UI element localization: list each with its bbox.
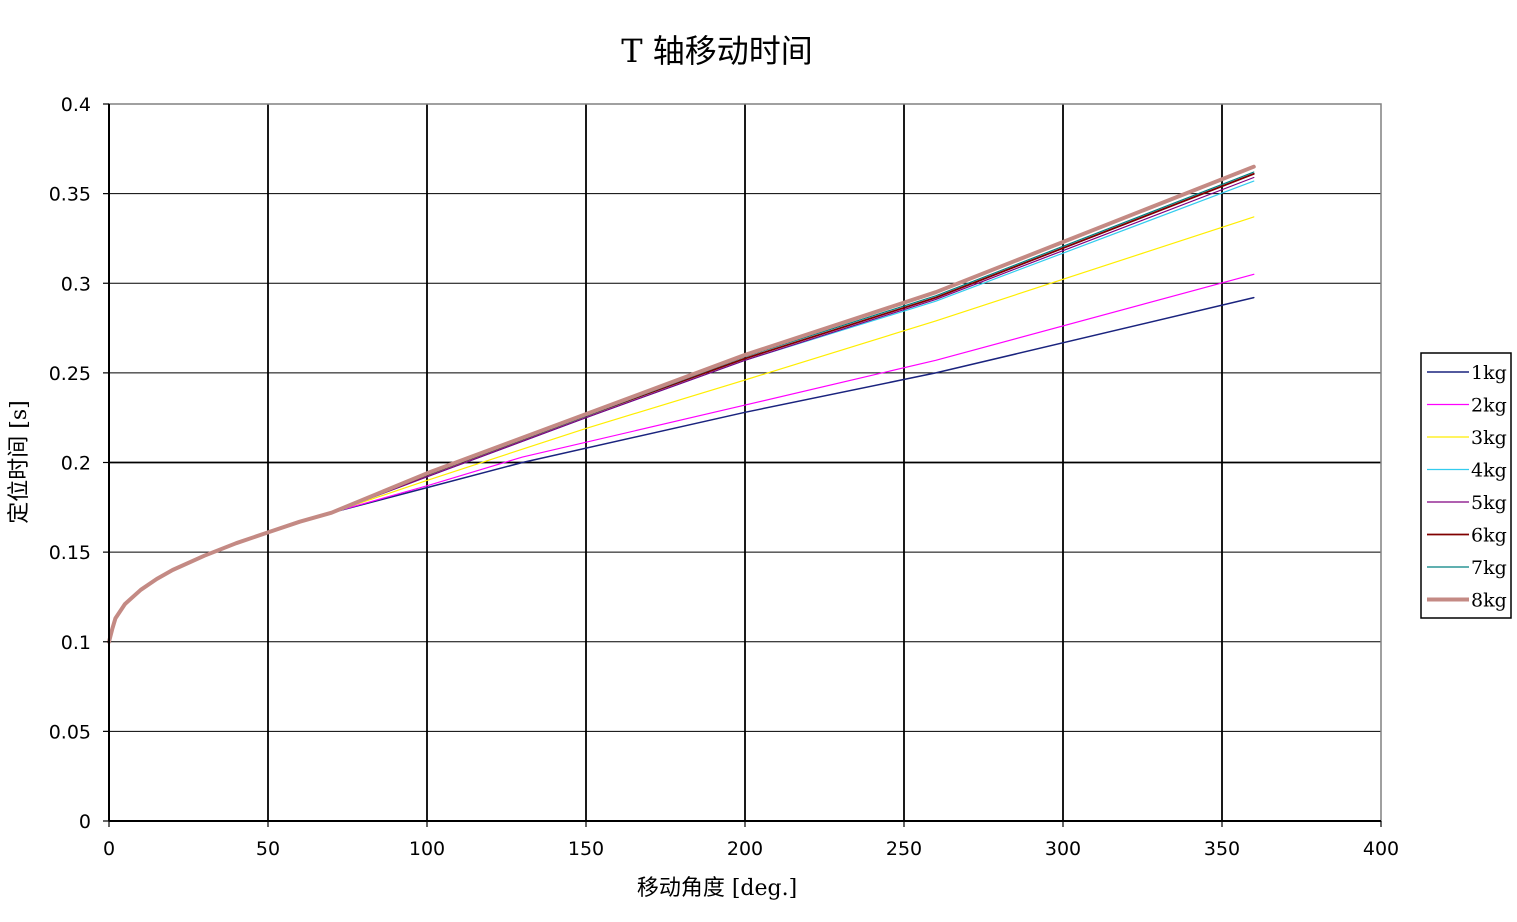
x-tick-label: 0 xyxy=(103,838,115,860)
legend-label-7kg: 7kg xyxy=(1471,557,1507,579)
x-tick-label: 300 xyxy=(1045,838,1081,860)
legend: 1kg 2kg 3kg 4kg 5kg 6kg 7kg 8kg xyxy=(1420,352,1512,619)
series-line-8kg xyxy=(107,164,1256,644)
chart-title: T 轴移动时间 xyxy=(621,32,813,70)
y-tick-label: 0.2 xyxy=(61,453,91,475)
y-tick-label: 0.25 xyxy=(49,363,91,385)
x-tick-label: 150 xyxy=(568,838,604,860)
axes xyxy=(103,103,1382,827)
series-line-2kg xyxy=(108,273,1255,643)
series-line-4kg xyxy=(108,180,1255,643)
tick-labels: 0 50 100 150 200 250 300 350 400 0 0.05 0.1 0.15 0.2 0… xyxy=(49,94,1399,860)
legend-label-1kg: 1kg xyxy=(1471,362,1507,384)
x-tick-label: 200 xyxy=(727,838,763,860)
series-layer xyxy=(107,164,1256,644)
y-tick-label: 0.1 xyxy=(61,632,91,654)
x-tick-label: 250 xyxy=(886,838,922,860)
x-tick-label: 400 xyxy=(1363,838,1399,860)
y-axis-label: 定位时间 [s] xyxy=(7,400,32,523)
x-tick-label: 100 xyxy=(409,838,445,860)
y-tick-label: 0.35 xyxy=(49,184,91,206)
series-line-5kg xyxy=(108,176,1255,643)
legend-label-4kg: 4kg xyxy=(1471,460,1507,482)
y-tick-label: 0.15 xyxy=(49,542,91,564)
y-tick-label: 0.4 xyxy=(61,94,91,116)
series-line-6kg xyxy=(108,172,1255,643)
legend-label-5kg: 5kg xyxy=(1471,492,1507,514)
x-tick-label: 50 xyxy=(256,838,280,860)
series-line-3kg xyxy=(108,216,1255,643)
x-axis-label: 移动角度 [deg.] xyxy=(637,876,797,901)
series-line-7kg xyxy=(108,171,1255,643)
x-tick-label: 350 xyxy=(1204,838,1240,860)
legend-label-6kg: 6kg xyxy=(1471,525,1507,547)
legend-label-3kg: 3kg xyxy=(1471,427,1507,449)
legend-label-2kg: 2kg xyxy=(1471,395,1507,417)
legend-label-8kg: 8kg xyxy=(1471,590,1507,612)
y-tick-label: 0 xyxy=(79,811,91,833)
y-tick-label: 0.05 xyxy=(49,721,91,743)
legend-box xyxy=(1420,352,1512,619)
series-line-1kg xyxy=(108,296,1255,643)
grid xyxy=(109,104,1381,821)
y-tick-label: 0.3 xyxy=(61,273,91,295)
